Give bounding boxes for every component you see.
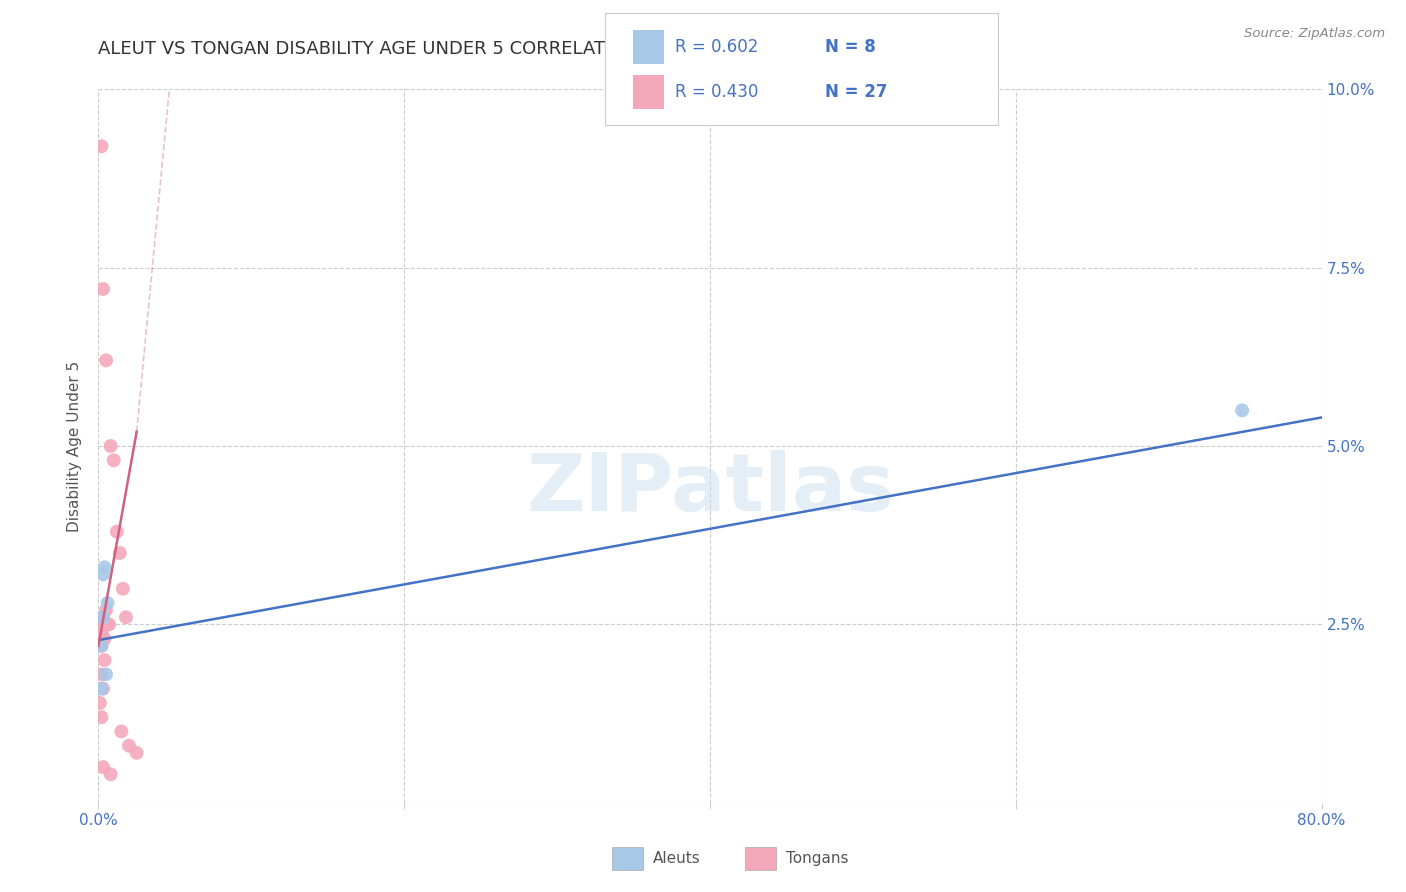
Point — [125, 746, 148, 760]
Point — [91, 760, 114, 774]
Text: N = 27: N = 27 — [825, 83, 887, 101]
Point — [93, 632, 115, 646]
Point — [90, 639, 112, 653]
Text: R = 0.602: R = 0.602 — [675, 37, 758, 55]
Point — [97, 617, 120, 632]
Point — [91, 610, 114, 624]
Point — [100, 439, 122, 453]
Point — [98, 617, 121, 632]
Text: ALEUT VS TONGAN DISABILITY AGE UNDER 5 CORRELATION CHART: ALEUT VS TONGAN DISABILITY AGE UNDER 5 C… — [98, 40, 704, 58]
Y-axis label: Disability Age Under 5: Disability Age Under 5 — [67, 360, 83, 532]
Point — [94, 353, 117, 368]
Point — [90, 667, 112, 681]
Point — [90, 624, 112, 639]
Point — [91, 282, 114, 296]
Point — [91, 681, 114, 696]
Point — [90, 710, 112, 724]
Point — [93, 560, 115, 574]
Point — [90, 681, 112, 696]
Point — [94, 603, 117, 617]
Point — [1230, 403, 1253, 417]
Point — [103, 453, 125, 467]
Point — [91, 567, 114, 582]
Text: R = 0.430: R = 0.430 — [675, 83, 758, 101]
Text: Source: ZipAtlas.com: Source: ZipAtlas.com — [1244, 27, 1385, 40]
Point — [118, 739, 141, 753]
Point — [97, 596, 120, 610]
Point — [91, 610, 114, 624]
Point — [90, 639, 112, 653]
Point — [93, 653, 115, 667]
Point — [100, 767, 122, 781]
Text: Tongans: Tongans — [786, 851, 848, 866]
Text: N = 8: N = 8 — [825, 37, 876, 55]
Point — [105, 524, 128, 539]
Text: ZIPatlas: ZIPatlas — [526, 450, 894, 528]
Text: Aleuts: Aleuts — [652, 851, 700, 866]
Point — [91, 617, 114, 632]
Point — [111, 582, 134, 596]
Point — [108, 546, 131, 560]
Point — [110, 724, 132, 739]
Point — [115, 610, 138, 624]
Point — [90, 139, 112, 153]
Point — [94, 667, 117, 681]
Point — [89, 696, 111, 710]
